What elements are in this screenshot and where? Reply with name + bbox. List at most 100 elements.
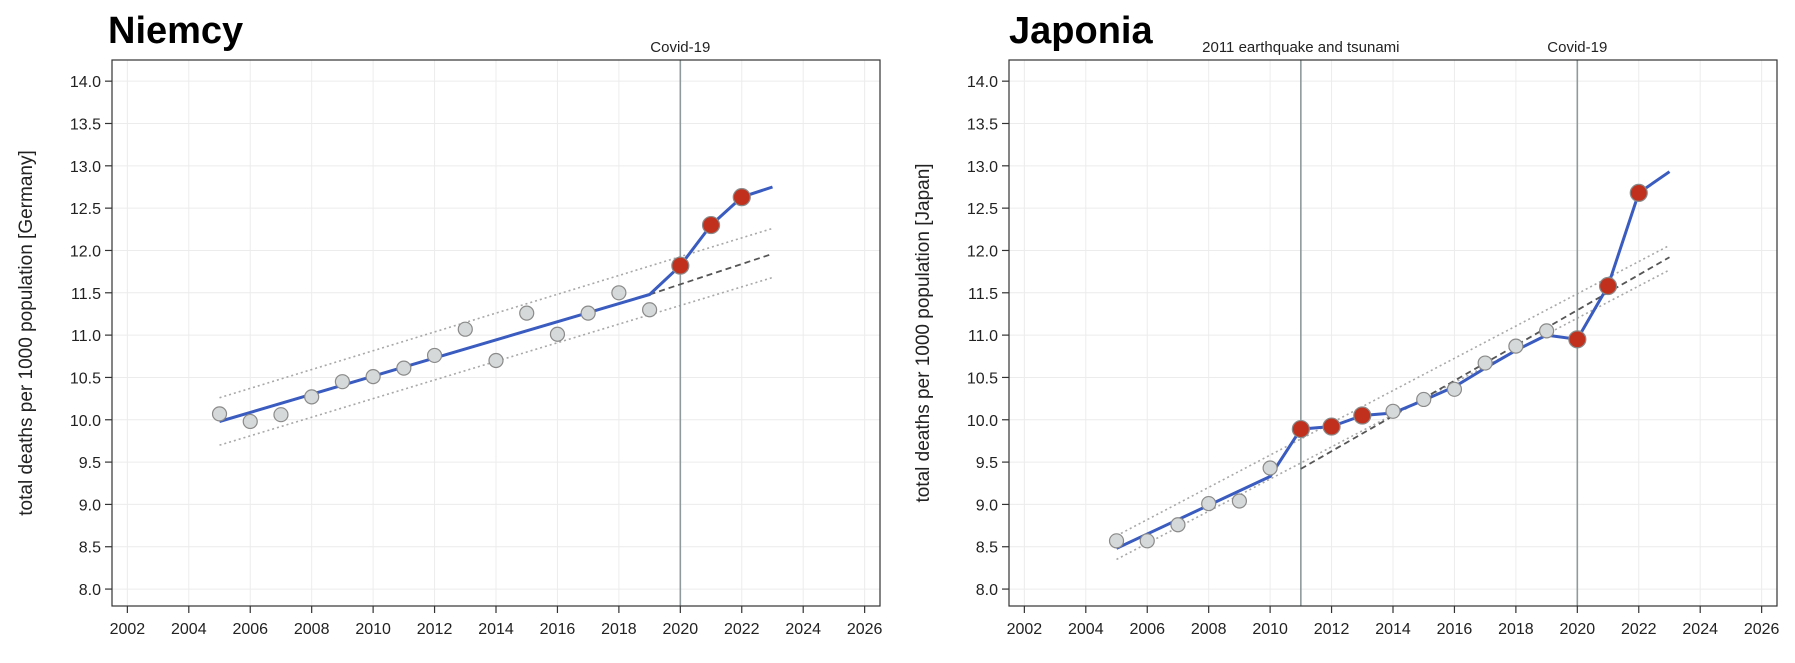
y-tick-label: 8.0 [79, 582, 101, 599]
y-tick-label: 9.0 [976, 497, 998, 514]
data-point-excess [732, 188, 751, 207]
x-tick-label: 2014 [1375, 621, 1411, 638]
chart-title: Niemcy [108, 10, 244, 52]
data-point-observed [1416, 391, 1432, 408]
x-tick-label: 2020 [1560, 621, 1596, 638]
x-tick-label: 2022 [724, 621, 760, 638]
data-point-observed [1262, 460, 1278, 476]
data-point-excess [1291, 419, 1310, 439]
data-point-observed [242, 413, 258, 430]
y-tick-label: 12.5 [967, 201, 998, 218]
data-point-observed [211, 406, 228, 422]
x-tick-label: 2024 [785, 621, 821, 638]
y-tick-label: 11.5 [968, 286, 998, 303]
data-point-excess [1322, 417, 1341, 436]
x-tick-label: 2016 [540, 621, 576, 638]
data-point-observed [488, 352, 504, 369]
y-tick-label: 12.5 [70, 201, 101, 218]
chart-japan: 2011 earthquake and tsunami Covid-19 8.0 8.… [913, 39, 1780, 638]
data-point-observed [1508, 338, 1524, 354]
data-point-observed [1538, 323, 1555, 339]
y-tick-label: 13.5 [967, 116, 998, 133]
x-tick-label: 2002 [110, 621, 146, 638]
data-point-observed [611, 285, 627, 301]
y-axis-label: total deaths per 1000 population [German… [16, 150, 37, 515]
data-point-observed [304, 389, 320, 405]
y-tick-label: 13.5 [70, 116, 101, 133]
data-point-observed [1231, 493, 1247, 509]
data-point-observed [1170, 517, 1186, 533]
x-tick-label: 2024 [1682, 621, 1718, 638]
x-tick-label: 2010 [1252, 621, 1288, 638]
data-point-observed [273, 407, 289, 423]
data-point-observed [426, 347, 443, 364]
x-tick-label: 2018 [1498, 621, 1534, 638]
chart-germany: Covid-19 8.0 8.5 9.0 9.5 10.0 10.5 11.0 11.5 12.0… [16, 39, 883, 638]
data-point-observed [457, 321, 473, 337]
data-point-observed [365, 368, 381, 385]
x-tick-label: 2010 [355, 621, 391, 638]
x-tick-label: 2018 [601, 621, 637, 638]
data-point-observed [1477, 355, 1493, 371]
x-tick-label: 2006 [232, 621, 268, 638]
chart-title: Japonia [1009, 10, 1153, 52]
x-tick-label: 2016 [1437, 621, 1473, 638]
event-label: Covid-19 [1547, 39, 1607, 56]
x-tick-label: 2022 [1621, 621, 1657, 638]
y-tick-label: 12.0 [967, 243, 998, 260]
data-point-observed [1139, 533, 1155, 549]
x-tick-label: 2012 [417, 621, 453, 638]
data-point-observed [580, 305, 596, 321]
chart-panel-germany: Covid-19 8.0 8.5 9.0 9.5 10.0 10.5 11.0 11.5 12.0… [0, 0, 897, 663]
y-tick-label: 12.0 [70, 243, 101, 260]
y-tick-label: 14.0 [967, 74, 998, 91]
y-tick-label: 13.0 [70, 159, 101, 176]
event-label: Covid-19 [650, 39, 710, 56]
y-tick-label: 8.5 [79, 540, 101, 557]
x-tick-label: 2012 [1314, 621, 1350, 638]
data-point-observed [519, 305, 535, 321]
x-tick-label: 2008 [294, 621, 330, 638]
x-tick-label: 2004 [1068, 621, 1104, 638]
data-point-observed [334, 374, 350, 390]
baseline-projection-line [649, 252, 773, 296]
y-tick-label: 9.5 [976, 455, 998, 472]
y-tick-label: 11.5 [71, 286, 101, 303]
data-point-excess [1629, 183, 1648, 203]
y-tick-label: 10.0 [967, 413, 998, 430]
data-point-observed [1446, 381, 1463, 397]
y-tick-label: 10.0 [70, 413, 101, 430]
y-tick-label: 11.0 [968, 328, 998, 345]
y-tick-label: 10.5 [967, 370, 998, 387]
x-tick-label: 2008 [1191, 621, 1227, 638]
x-tick-label: 2014 [478, 621, 514, 638]
x-tick-label: 2020 [663, 621, 699, 638]
data-point-excess [1568, 330, 1587, 349]
x-tick-label: 2006 [1129, 621, 1165, 638]
y-tick-label: 8.5 [976, 540, 998, 557]
x-tick-label: 2026 [847, 621, 883, 638]
data-point-observed [1201, 495, 1217, 512]
y-tick-label: 10.5 [70, 370, 101, 387]
y-tick-label: 8.0 [976, 582, 998, 599]
y-tick-label: 9.5 [79, 455, 101, 472]
y-tick-label: 14.0 [70, 74, 101, 91]
data-point-excess [1598, 276, 1618, 296]
event-label: 2011 earthquake and tsunami [1202, 39, 1399, 56]
chart-panel-japan: 2011 earthquake and tsunami Covid-19 8.0 8.… [897, 0, 1794, 663]
y-axis-label: total deaths per 1000 population [Japan] [913, 163, 934, 502]
y-tick-label: 11.0 [71, 328, 101, 345]
data-point-observed [396, 360, 412, 376]
x-tick-label: 2026 [1744, 621, 1780, 638]
data-point-observed [641, 302, 658, 318]
x-tick-label: 2004 [171, 621, 207, 638]
data-point-observed [1385, 403, 1401, 419]
data-point-excess [1353, 406, 1372, 425]
data-point-observed [1108, 533, 1125, 549]
data-point-excess [701, 215, 721, 235]
y-tick-label: 13.0 [967, 159, 998, 176]
x-tick-label: 2002 [1007, 621, 1043, 638]
data-point-observed [549, 326, 566, 342]
data-point-excess [671, 256, 690, 275]
y-tick-label: 9.0 [79, 497, 101, 514]
